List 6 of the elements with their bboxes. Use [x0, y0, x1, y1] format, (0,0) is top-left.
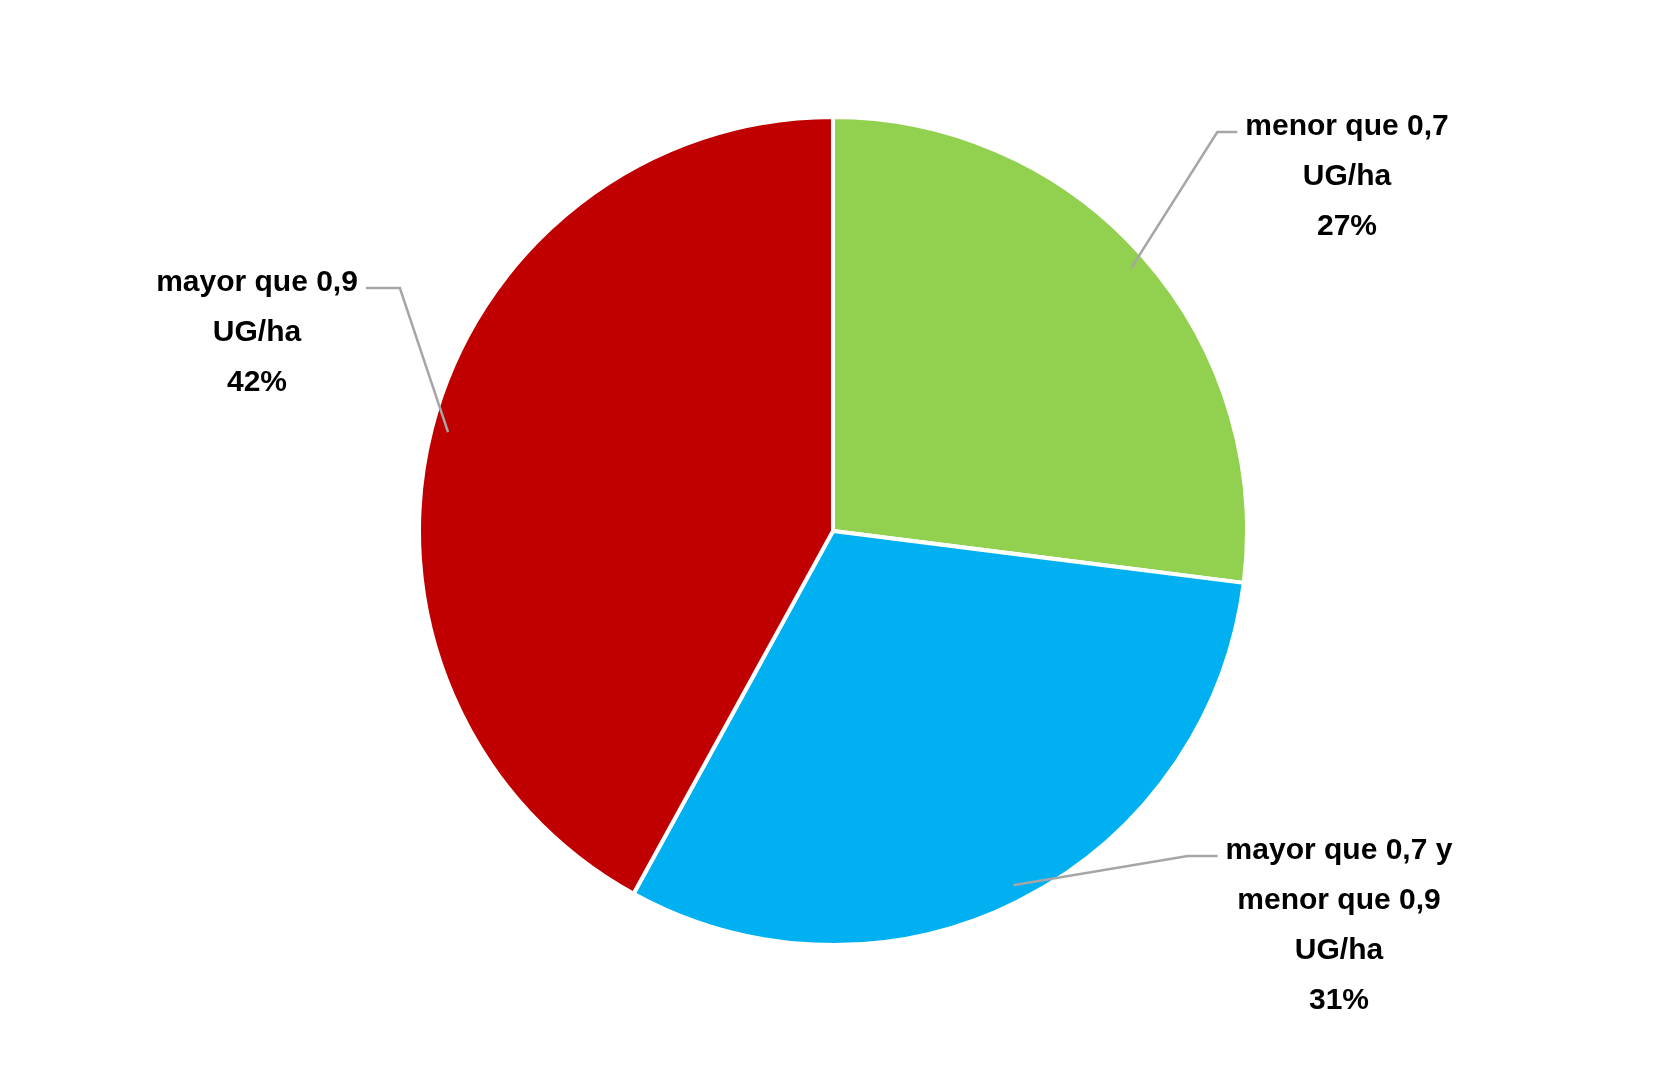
data-label: 42% [226, 364, 288, 397]
data-label: 27% [1316, 208, 1378, 241]
data-label: 31% [1308, 982, 1370, 1015]
slice-label: menor que 0,7 UG/ha [1245, 108, 1449, 191]
slice-label: mayor que 0,9 UG/ha [156, 264, 358, 347]
slice-label: mayor que 0,7 y menor que 0,9 UG/ha [1225, 832, 1453, 965]
